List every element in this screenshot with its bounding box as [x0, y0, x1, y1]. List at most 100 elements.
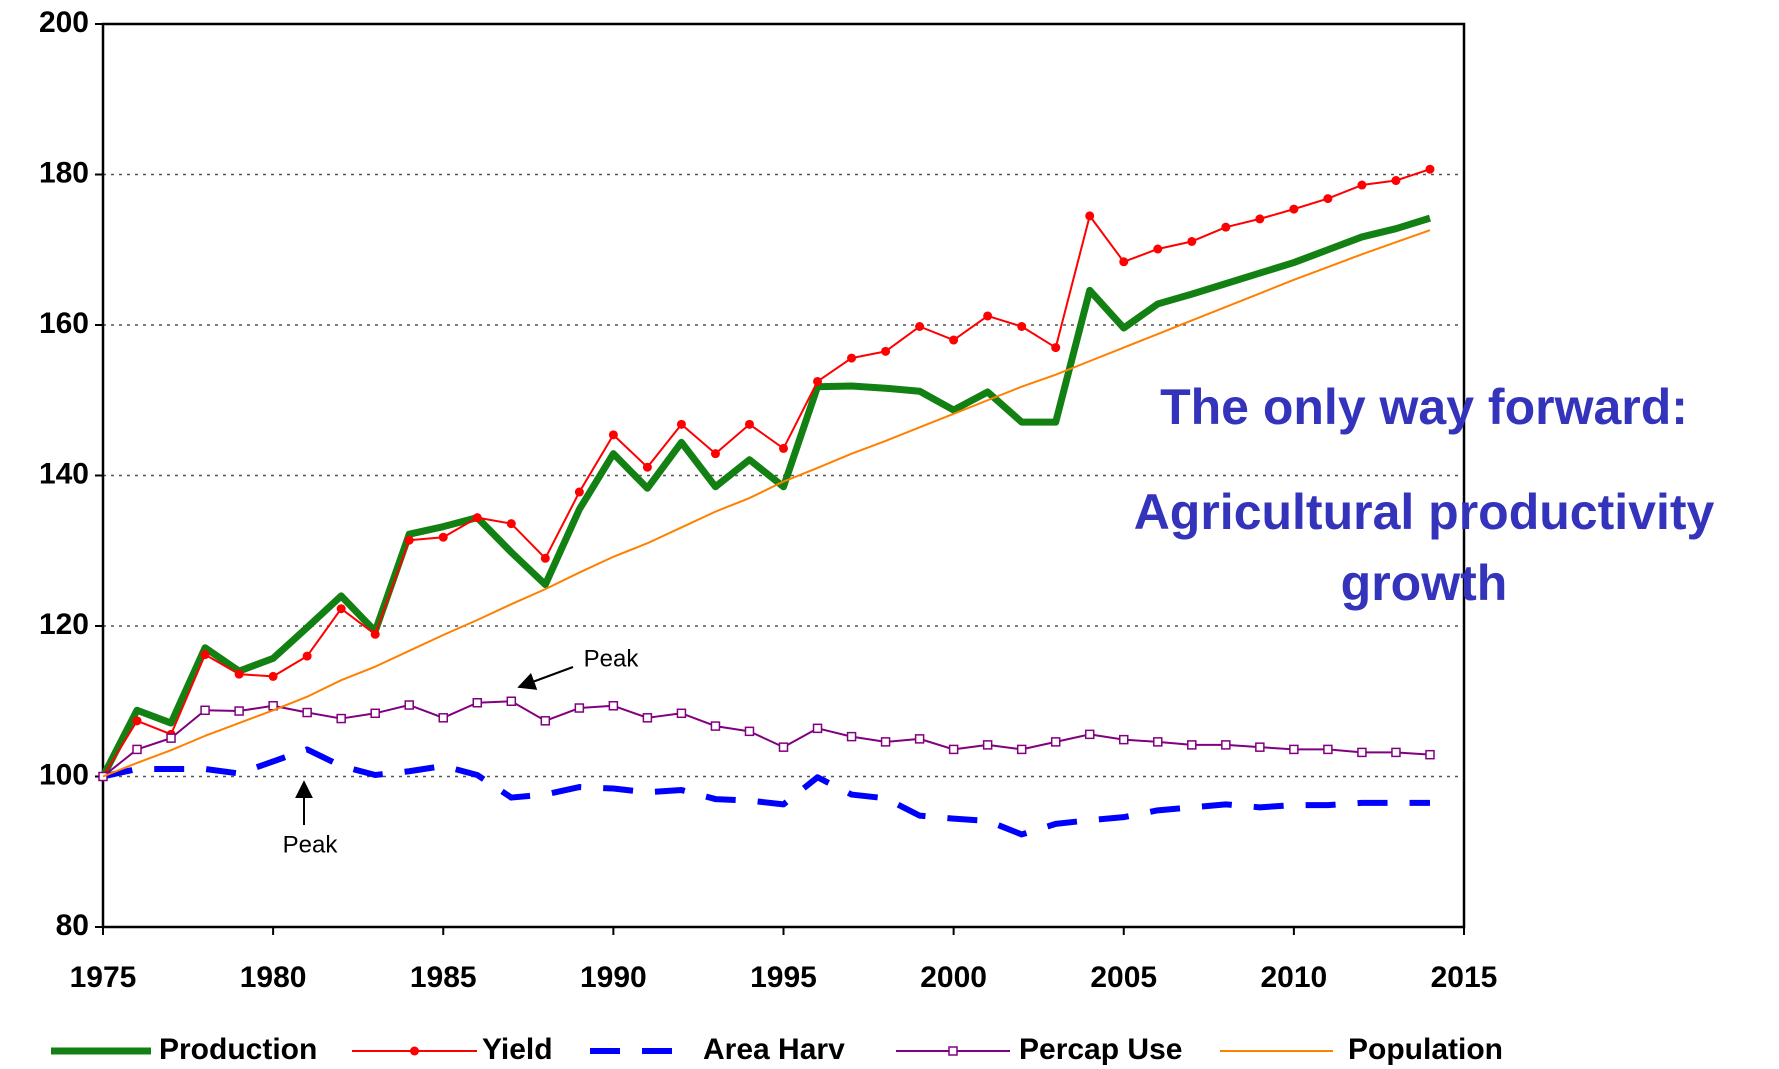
marker [1051, 343, 1061, 353]
marker [336, 604, 346, 614]
marker [234, 669, 244, 679]
marker [813, 376, 823, 386]
marker [1323, 744, 1333, 755]
marker [472, 698, 483, 708]
marker [1289, 204, 1299, 214]
marker [1119, 734, 1129, 745]
x-tick-label: 1975 [70, 961, 137, 994]
marker [676, 419, 686, 429]
marker [370, 708, 380, 719]
marker [1017, 322, 1027, 332]
marker [915, 322, 925, 332]
marker [642, 462, 652, 472]
annotation: Peak [283, 831, 339, 858]
marker [744, 726, 755, 737]
marker [1221, 740, 1231, 750]
marker [608, 701, 619, 711]
x-tick-label: 1980 [240, 961, 307, 994]
marker [1221, 222, 1231, 232]
legend-label: Production [159, 1033, 317, 1066]
marker [574, 487, 584, 497]
y-tick-label: 200 [39, 6, 89, 39]
marker [370, 629, 380, 639]
marker [1391, 176, 1401, 186]
plot-border [101, 22, 1466, 929]
marker [1425, 164, 1435, 174]
y-tick-label: 160 [39, 307, 89, 340]
marker [132, 744, 142, 755]
marker [846, 731, 857, 742]
marker [404, 535, 414, 545]
y-tick-label: 180 [39, 156, 89, 189]
series-line [102, 168, 1431, 778]
marker [438, 532, 448, 542]
marker [608, 430, 618, 440]
x-tick-label: 2010 [1261, 961, 1328, 994]
marker [132, 716, 142, 726]
marker [1357, 180, 1367, 190]
marker [710, 721, 721, 731]
marker [166, 733, 176, 743]
marker [1153, 737, 1163, 747]
marker [574, 703, 585, 713]
marker [438, 713, 448, 723]
x-tick-label: 2000 [920, 961, 987, 994]
series-line [102, 229, 1431, 778]
marker [200, 705, 210, 716]
marker [302, 651, 312, 661]
marker [779, 443, 788, 453]
marker [847, 353, 857, 363]
marker [812, 723, 823, 734]
y-tick-label: 140 [39, 457, 89, 490]
x-tick-label: 1985 [410, 961, 477, 994]
y-tick-label: 100 [39, 758, 89, 791]
marker [1255, 214, 1265, 224]
marker [200, 650, 210, 660]
series-line [99, 214, 1432, 779]
marker [1119, 257, 1129, 267]
marker [744, 419, 754, 429]
marker [880, 737, 891, 747]
marker [1016, 744, 1027, 755]
marker [234, 706, 244, 716]
marker [268, 671, 278, 681]
marker [983, 311, 993, 321]
marker [506, 519, 516, 529]
annotation: The only way forward: [1160, 379, 1688, 435]
marker [1187, 740, 1197, 750]
annotation: Agricultural productivity [1134, 484, 1715, 540]
marker [948, 744, 959, 755]
legend-marker [410, 1046, 419, 1056]
marker [982, 740, 993, 750]
marker [1391, 747, 1401, 758]
marker [336, 713, 346, 724]
y-tick-label: 80 [56, 909, 89, 942]
marker [1153, 244, 1163, 254]
marker [506, 696, 517, 706]
marker [472, 513, 482, 523]
marker [1084, 729, 1095, 740]
arrow [517, 666, 574, 690]
x-tick-label: 2015 [1431, 961, 1498, 994]
marker [710, 449, 720, 459]
x-tick-label: 2005 [1090, 961, 1157, 994]
marker [1323, 194, 1333, 204]
x-tick-label: 1990 [580, 961, 647, 994]
legend-label: Population [1348, 1033, 1503, 1066]
marker [642, 713, 653, 723]
marker [1357, 747, 1367, 758]
series-line [102, 746, 1430, 838]
marker [778, 742, 789, 752]
marker [949, 335, 959, 345]
legend-label: Area Harv [703, 1033, 845, 1066]
marker [1255, 742, 1265, 752]
y-tick-label: 120 [39, 608, 89, 641]
legend-label: Percap Use [1019, 1033, 1182, 1066]
marker [1085, 211, 1095, 221]
marker [1425, 749, 1435, 760]
marker [1050, 737, 1061, 747]
marker [404, 700, 414, 710]
marker [540, 716, 551, 726]
marker [676, 708, 687, 719]
marker [1289, 744, 1299, 755]
